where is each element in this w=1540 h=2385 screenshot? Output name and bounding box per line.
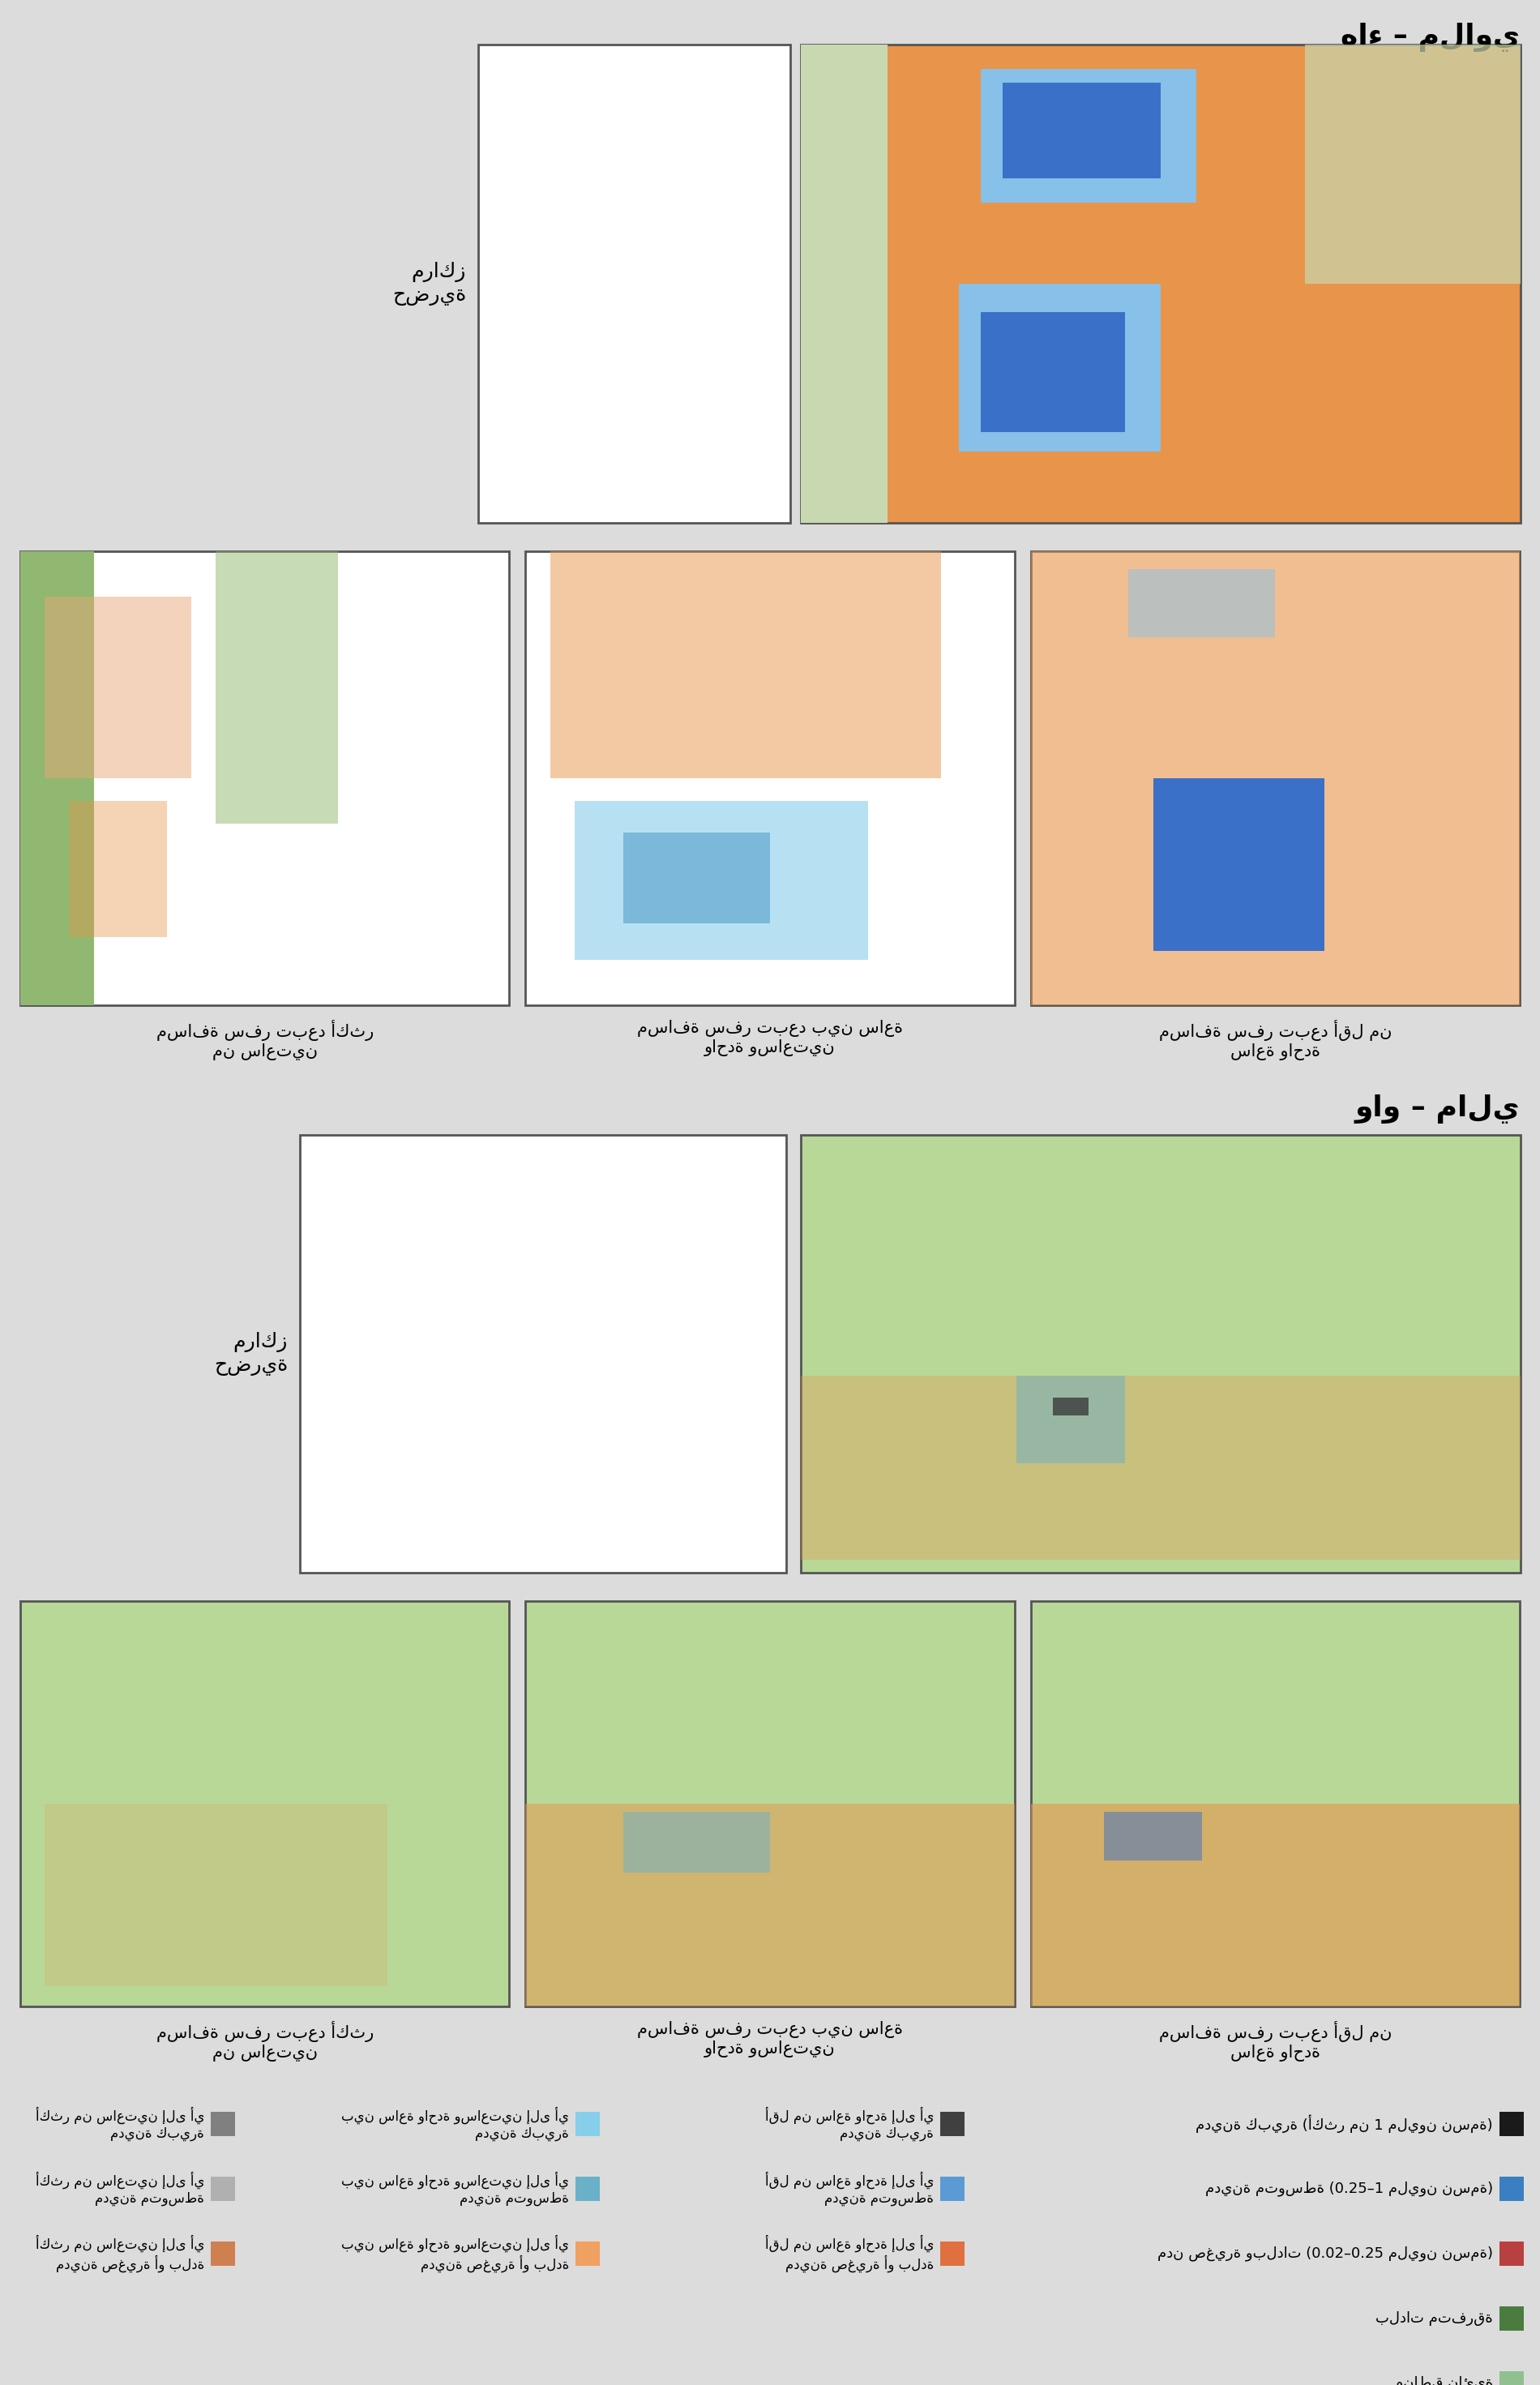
Text: مدينة كبيرة (أكثر من 1 مليون نسمة): مدينة كبيرة (أكثر من 1 مليون نسمة) bbox=[1197, 2115, 1492, 2132]
Bar bbox=[300, 1135, 787, 1572]
Bar bbox=[981, 312, 1124, 432]
Bar bbox=[479, 45, 790, 522]
Bar bbox=[576, 2178, 599, 2201]
Bar bbox=[981, 69, 1197, 203]
Text: مراكز
حضرية: مراكز حضرية bbox=[393, 262, 467, 305]
Bar bbox=[1129, 570, 1275, 637]
Bar bbox=[1104, 1813, 1201, 1860]
Bar bbox=[550, 551, 941, 778]
Text: بين ساعة واحدة وساعتين إلى أي
مدينة صغيرة أو بلدة: بين ساعة واحدة وساعتين إلى أي مدينة صغير… bbox=[342, 2235, 568, 2273]
Bar bbox=[574, 801, 869, 959]
Bar bbox=[1500, 2111, 1523, 2137]
Bar bbox=[1030, 1600, 1520, 2006]
Bar bbox=[20, 551, 94, 1004]
Bar bbox=[576, 2111, 599, 2137]
Bar bbox=[1016, 1376, 1124, 1464]
Bar bbox=[801, 45, 1520, 522]
Bar bbox=[1003, 83, 1161, 179]
Bar bbox=[941, 2178, 964, 2201]
Bar bbox=[1500, 2242, 1523, 2266]
Bar bbox=[1153, 778, 1324, 952]
Text: أقل من ساعة واحدة إلى أي
مدينة صغيرة أو بلدة: أقل من ساعة واحدة إلى أي مدينة صغيرة أو … bbox=[765, 2235, 933, 2273]
Bar bbox=[1030, 551, 1520, 1004]
Text: بلدات متفرقة: بلدات متفرقة bbox=[1375, 2311, 1492, 2325]
Bar bbox=[624, 832, 770, 923]
Bar bbox=[20, 551, 510, 1004]
Bar bbox=[20, 1600, 510, 2006]
Text: مراكز
حضرية: مراكز حضرية bbox=[214, 1331, 288, 1376]
Bar bbox=[45, 596, 191, 778]
Bar bbox=[1053, 1398, 1089, 1414]
Text: أكثر من ساعتين إلى أي
مدينة صغيرة أو بلدة: أكثر من ساعتين إلى أي مدينة صغيرة أو بلد… bbox=[35, 2235, 205, 2273]
Bar bbox=[211, 2111, 236, 2137]
Text: مدن صغيرة وبلدات (0.02–0.25 مليون نسمة): مدن صغيرة وبلدات (0.02–0.25 مليون نسمة) bbox=[1158, 2247, 1492, 2261]
Bar bbox=[576, 2242, 599, 2266]
Bar bbox=[1304, 45, 1520, 284]
Text: مدينة متوسطة (0.25–1 مليون نسمة): مدينة متوسطة (0.25–1 مليون نسمة) bbox=[1206, 2182, 1492, 2197]
Text: مسافة سفر تبعد بين ساعة
واحدة وساعتين: مسافة سفر تبعد بين ساعة واحدة وساعتين bbox=[638, 1021, 902, 1057]
Bar bbox=[525, 551, 1015, 1004]
Bar bbox=[525, 1803, 1015, 2006]
Bar bbox=[624, 1813, 770, 1872]
Bar bbox=[1500, 2178, 1523, 2201]
Bar bbox=[525, 1600, 1015, 2006]
Bar bbox=[1500, 2306, 1523, 2330]
Bar bbox=[211, 2178, 236, 2201]
Text: هاء – ملاوي: هاء – ملاوي bbox=[1340, 24, 1520, 52]
Bar bbox=[211, 2242, 236, 2266]
Bar bbox=[216, 551, 339, 823]
Text: أقل من ساعة واحدة إلى أي
مدينة كبيرة: أقل من ساعة واحدة إلى أي مدينة كبيرة bbox=[765, 2106, 933, 2142]
Bar bbox=[941, 2111, 964, 2137]
Text: واو – مالي: واو – مالي bbox=[1355, 1095, 1520, 1123]
Text: بين ساعة واحدة وساعتين إلى أي
مدينة كبيرة: بين ساعة واحدة وساعتين إلى أي مدينة كبير… bbox=[342, 2106, 568, 2142]
Bar bbox=[941, 2242, 964, 2266]
Text: أكثر من ساعتين إلى أي
مدينة كبيرة: أكثر من ساعتين إلى أي مدينة كبيرة bbox=[35, 2106, 205, 2142]
Text: مسافة سفر تبعد أقل من
ساعة واحدة: مسافة سفر تبعد أقل من ساعة واحدة bbox=[1158, 2020, 1392, 2061]
Bar bbox=[45, 1803, 387, 1987]
Text: مناطق نائية: مناطق نائية bbox=[1394, 2375, 1492, 2385]
Bar bbox=[801, 1376, 1520, 1560]
Bar bbox=[1030, 1803, 1520, 2006]
Text: بين ساعة واحدة وساعتين إلى أي
مدينة متوسطة: بين ساعة واحدة وساعتين إلى أي مدينة متوس… bbox=[342, 2173, 568, 2206]
Bar bbox=[1500, 2371, 1523, 2385]
Text: مسافة سفر تبعد أكثر
من ساعتين: مسافة سفر تبعد أكثر من ساعتين bbox=[156, 1021, 374, 1061]
Bar bbox=[801, 45, 887, 522]
Text: مسافة سفر تبعد أكثر
من ساعتين: مسافة سفر تبعد أكثر من ساعتين bbox=[156, 2020, 374, 2061]
Bar bbox=[1030, 551, 1520, 1004]
Text: مسافة سفر تبعد أقل من
ساعة واحدة: مسافة سفر تبعد أقل من ساعة واحدة bbox=[1158, 1021, 1392, 1061]
Bar bbox=[959, 284, 1161, 451]
Bar bbox=[801, 1135, 1520, 1572]
Text: أقل من ساعة واحدة إلى أي
مدينة متوسطة: أقل من ساعة واحدة إلى أي مدينة متوسطة bbox=[765, 2173, 933, 2206]
Text: مسافة سفر تبعد بين ساعة
واحدة وساعتين: مسافة سفر تبعد بين ساعة واحدة وساعتين bbox=[638, 2020, 902, 2058]
Text: أكثر من ساعتين إلى أي
مدينة متوسطة: أكثر من ساعتين إلى أي مدينة متوسطة bbox=[35, 2173, 205, 2206]
Bar bbox=[69, 801, 166, 937]
